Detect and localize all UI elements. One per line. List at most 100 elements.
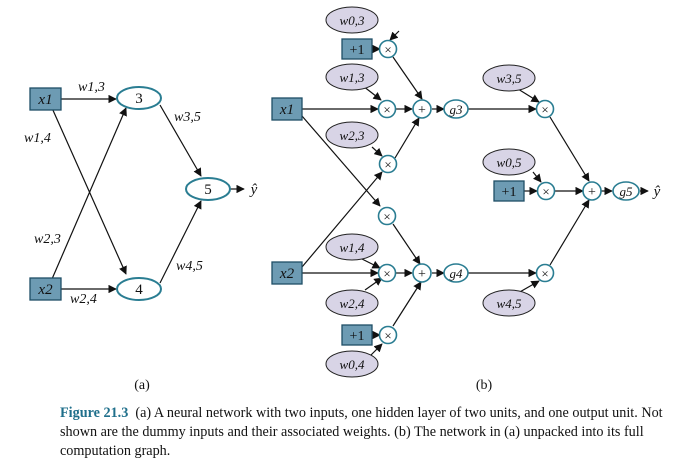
- sum-node-3: +: [412, 99, 432, 119]
- edge-w45-mul: [517, 280, 540, 294]
- edge-w35-mul: [517, 88, 540, 103]
- panel-a: x1 x2 3 4 5 ŷ w1,3 w1,4 w2,3 w2,4 w3,5 w…: [24, 80, 258, 393]
- multiply-symbol: ×: [383, 209, 390, 224]
- weight-w13: w1,3: [78, 80, 105, 95]
- input-box: [29, 87, 62, 111]
- activation-label: g5: [620, 184, 634, 199]
- weight-label: w1,3: [340, 70, 365, 85]
- weight-ellipse: [482, 148, 536, 176]
- multiply-circle: [536, 181, 556, 201]
- multiply-symbol: ×: [541, 102, 548, 117]
- input-node-x1: x1: [29, 87, 62, 111]
- weight-w23: w2,3: [34, 232, 61, 247]
- activation-ellipse: [443, 99, 469, 119]
- edge-mul45-sum5: [549, 199, 590, 266]
- bias-label: +1: [350, 329, 365, 344]
- unit-label: 3: [135, 91, 143, 107]
- input-label: x2: [37, 282, 53, 298]
- activation-label: g3: [450, 102, 464, 117]
- multiply-node-w13: ×: [377, 99, 397, 119]
- edge-w05-mul: [532, 171, 542, 183]
- multiply-symbol: ×: [541, 266, 548, 281]
- multiply-circle: [377, 206, 397, 226]
- bias-node-h3: +1: [341, 38, 373, 60]
- weight-ellipse: [325, 63, 379, 91]
- edge-w03-mul: [389, 30, 400, 41]
- bias-node-out: +1: [493, 180, 525, 202]
- unit-ellipse: [116, 277, 162, 301]
- multiply-circle: [377, 263, 397, 283]
- edge-mul-sum3c: [394, 117, 420, 159]
- hidden-unit-4: 4: [116, 277, 162, 301]
- caption-label: Figure 21.3: [60, 405, 129, 421]
- edge-h4-out: [159, 200, 202, 284]
- output-yhat: ŷ: [249, 182, 258, 198]
- unit-label: 5: [204, 182, 212, 198]
- bias-label: +1: [502, 185, 517, 200]
- edge-mul-sum3: [392, 56, 423, 100]
- edge-mul14-sum4: [392, 223, 421, 265]
- edge-x2-mul23: [301, 171, 383, 268]
- edge-x2-h3: [51, 107, 127, 280]
- weight-ellipse: [482, 64, 536, 92]
- multiply-node-w05: ×: [536, 181, 556, 201]
- multiply-circle: [378, 154, 398, 174]
- weight-ellipse: [482, 289, 536, 317]
- weight-w35: w3,5: [174, 110, 201, 125]
- sum-circle: [582, 181, 602, 201]
- weight-node-w13: w1,3: [325, 63, 379, 91]
- input-node-x2: x2: [29, 277, 62, 301]
- multiply-node-w45: ×: [535, 263, 555, 283]
- edge-w24-mul: [364, 277, 383, 291]
- activation-node-g5: g5: [612, 181, 640, 201]
- weight-ellipse: [325, 350, 379, 378]
- multiply-node-w04: ×: [378, 325, 398, 345]
- sum-circle: [412, 263, 432, 283]
- weight-w14: w1,4: [24, 131, 51, 146]
- bias-box: [341, 38, 373, 60]
- output-yhat: ŷ: [652, 184, 661, 200]
- multiply-symbol: ×: [384, 157, 391, 172]
- multiply-node-w14: ×: [377, 206, 397, 226]
- input-node-x2: x2: [271, 261, 303, 285]
- input-box: [29, 277, 62, 301]
- multiply-symbol: ×: [384, 42, 391, 57]
- input-label: x1: [279, 102, 294, 118]
- edge-x1-h4: [51, 107, 127, 275]
- input-label: x1: [37, 92, 52, 108]
- weight-w45: w4,5: [176, 259, 203, 274]
- weight-w24: w2,4: [70, 292, 97, 307]
- sum-circle: [412, 99, 432, 119]
- panel-a-sublabel: (a): [134, 378, 150, 393]
- bias-label: +1: [350, 43, 365, 58]
- sum-symbol: +: [418, 267, 426, 282]
- figure-canvas: x1 x2 3 4 5 ŷ w1,3 w1,4 w2,3 w2,4 w3,5 w…: [24, 6, 661, 393]
- edge-x1-mul14: [301, 115, 381, 207]
- multiply-symbol: ×: [384, 328, 391, 343]
- multiply-circle: [378, 39, 398, 59]
- sum-symbol: +: [588, 185, 596, 200]
- weight-label: w0,3: [340, 13, 365, 28]
- panel-b: w0,3 w1,3 w2,3 w1,4 w2,4 w0,4 w3,5 w0,5: [271, 6, 661, 393]
- figure-caption: Figure 21.3 (a) A neural network with tw…: [60, 404, 686, 461]
- panel-b-sublabel: (b): [476, 378, 493, 393]
- unit-ellipse: [185, 177, 231, 201]
- weight-label: w4,5: [497, 296, 522, 311]
- caption-text: (a) A neural network with two inputs, on…: [60, 405, 663, 459]
- activation-node-g3: g3: [443, 99, 469, 119]
- edge-mul04-sum4: [392, 281, 422, 327]
- bias-box: [493, 180, 525, 202]
- multiply-circle: [535, 99, 555, 119]
- multiply-node-w35: ×: [535, 99, 555, 119]
- weight-node-w24: w2,4: [325, 289, 379, 317]
- activation-ellipse: [443, 263, 469, 283]
- weight-ellipse: [325, 289, 379, 317]
- weight-node-w45: w4,5: [482, 289, 536, 317]
- weight-ellipse: [325, 121, 379, 149]
- input-box: [271, 261, 303, 285]
- unit-label: 4: [135, 282, 143, 298]
- bias-node-h4: +1: [341, 324, 373, 346]
- multiply-symbol: ×: [383, 266, 390, 281]
- multiply-symbol: ×: [542, 184, 549, 199]
- activation-node-g4: g4: [443, 263, 469, 283]
